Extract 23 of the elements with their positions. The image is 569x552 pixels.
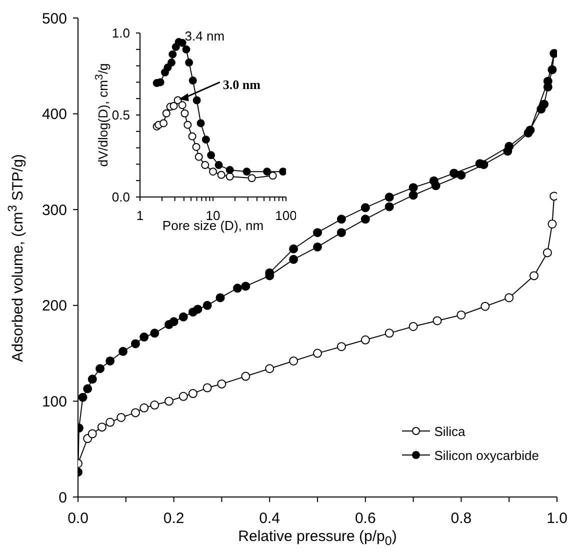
x-axis-title: Relative pressure (p/p$_{0}$)	[237, 528, 398, 548]
x-tick-label: 0.8	[450, 510, 472, 527]
x-tick-label: 0.6	[354, 510, 376, 527]
y-tick-label: 100	[42, 393, 67, 410]
x-tick-label: 1.0	[546, 510, 568, 527]
x-tick-label: 0.0	[68, 510, 88, 527]
y-tick-label: 500	[42, 10, 67, 28]
y-tick-label: 1.0	[112, 26, 130, 41]
y-tick-label: 400	[42, 106, 67, 124]
legend-label: Silica	[434, 424, 466, 438]
y-tick-label: 200	[42, 298, 67, 315]
y-tick-label: 300	[42, 202, 67, 219]
x-tick-label: 0.2	[163, 510, 184, 527]
legend-label: Silicon oxycarbide	[434, 448, 539, 462]
x-tick-label: 0.4	[259, 510, 280, 527]
x-tick-label: 10	[206, 208, 220, 223]
x-tick-label: 100	[275, 208, 297, 223]
x-tick-label: 1	[136, 208, 144, 223]
y-tick-label: 0	[58, 489, 67, 506]
annotation: 3.0 nm	[222, 76, 261, 92]
y-tick-label: 0.0	[112, 190, 130, 205]
y-tick-label: 0.5	[112, 108, 130, 123]
annotation: 3.4 nm	[184, 28, 225, 44]
